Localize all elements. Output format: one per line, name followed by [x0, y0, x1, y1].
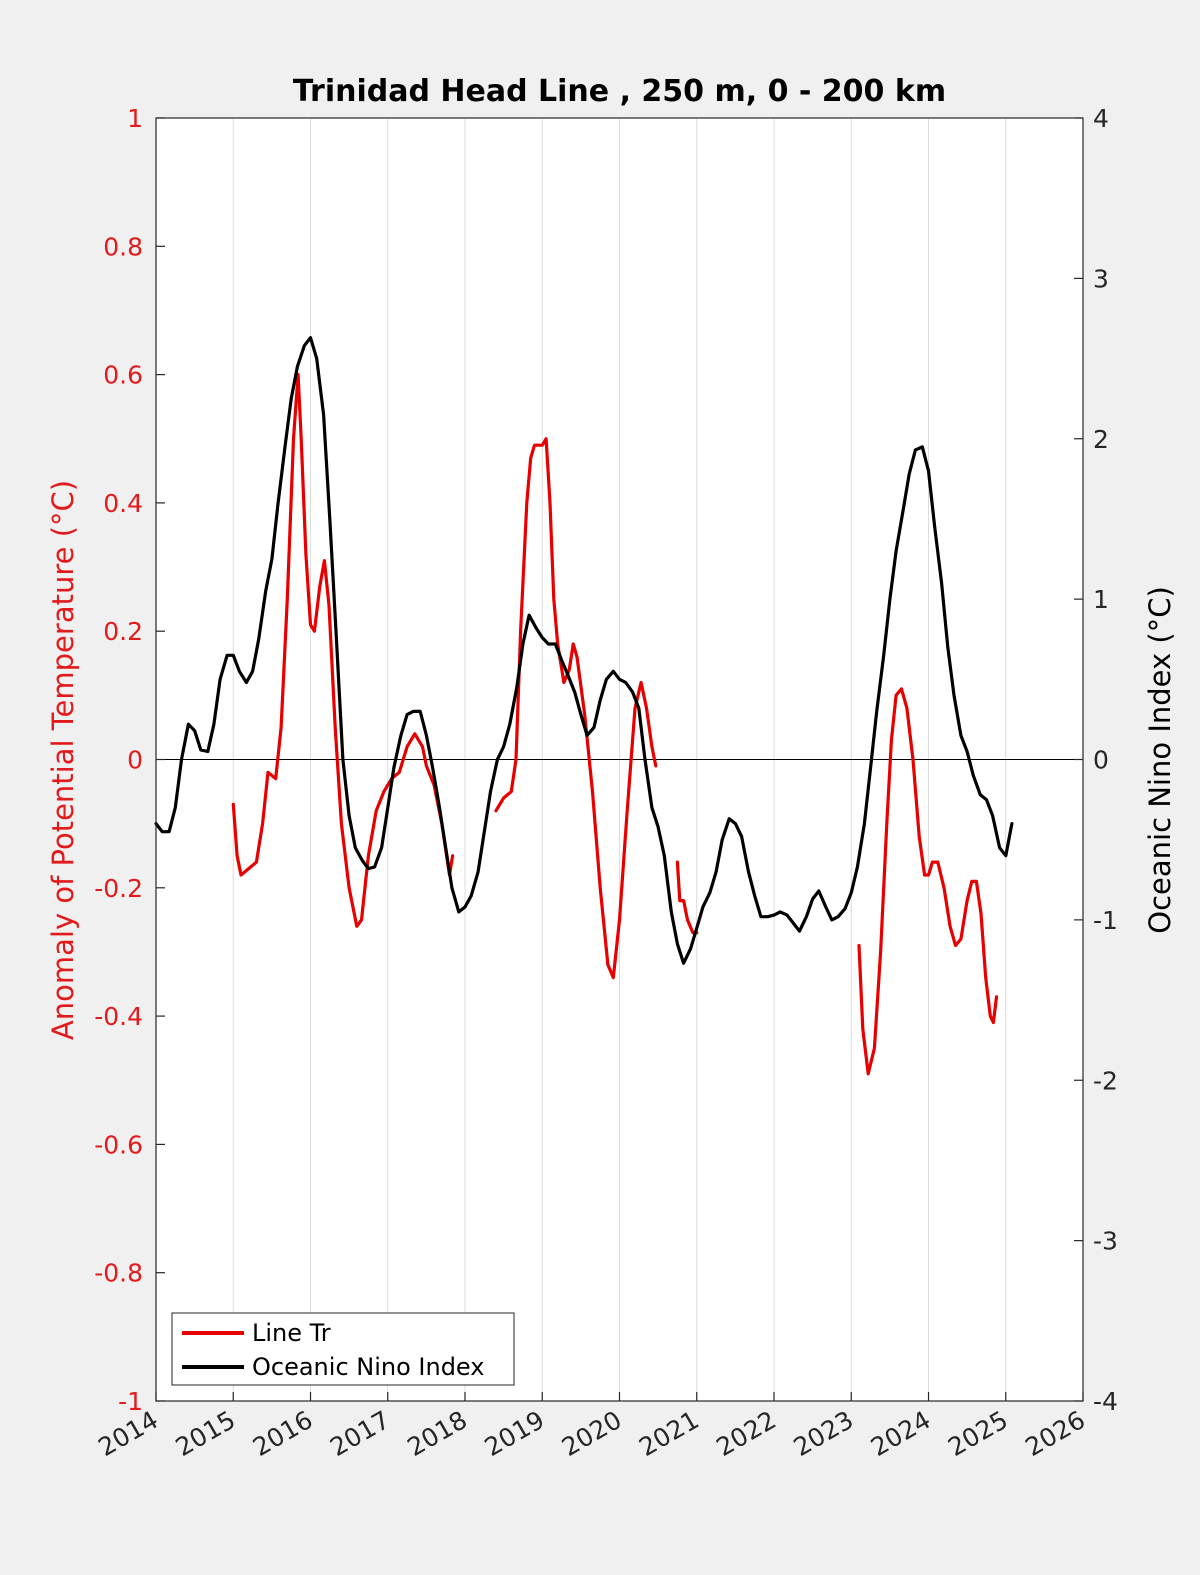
right-y-tick-label: 2 [1093, 425, 1109, 454]
oni-line-segment-0 [154, 336, 1014, 965]
x-tick-label-2018: 2018 [402, 1405, 472, 1462]
line-tr-segment-0 [231, 373, 455, 928]
x-tick-label-2016: 2016 [248, 1405, 318, 1462]
chart-title: Trinidad Head Line , 250 m, 0 - 200 km [293, 74, 946, 109]
x-tick-label-2019: 2019 [480, 1405, 550, 1462]
right-y-tick-label: 1 [1093, 585, 1109, 614]
x-axis: 2014 2015 2016 2017 2018 2019 2020 2021 2022 2023… [93, 1392, 1090, 1462]
right-y-tick-label: -2 [1093, 1066, 1118, 1095]
line-tr-segment-3 [857, 687, 999, 1076]
right-y-tick-label: 4 [1093, 104, 1109, 133]
x-tick-label-2017: 2017 [325, 1405, 395, 1462]
x-tick-label-2022: 2022 [711, 1405, 781, 1462]
x-tick-label-2026: 2026 [1020, 1405, 1090, 1462]
x-tick-label-2015: 2015 [171, 1405, 241, 1462]
left-y-tick-label: -0.8 [94, 1259, 143, 1288]
left-y-tick-label: -1 [118, 1387, 143, 1416]
right-y-axis-label: Oceanic Nino Index (°C) [1143, 586, 1177, 934]
legend: Line Tr Oceanic Nino Index [171, 1312, 515, 1386]
left-y-tick-label: -0.6 [94, 1130, 143, 1159]
left-y-tick-label: -0.4 [94, 1002, 143, 1031]
left-y-tick-label: -0.2 [94, 874, 143, 903]
series-layer [154, 336, 1014, 1076]
left-y-tick-label: 1 [127, 104, 143, 133]
left-y-tick-label: 0.6 [103, 361, 143, 390]
x-tick-label-2020: 2020 [557, 1405, 627, 1462]
right-y-tick-label: -4 [1093, 1387, 1118, 1416]
line-tr-segment-1 [494, 437, 658, 980]
line-tr-segment-2 [675, 860, 699, 935]
right-y-tick-label: -3 [1093, 1227, 1118, 1256]
left-y-tick-label: 0.2 [103, 617, 143, 646]
x-tick-label-2025: 2025 [943, 1405, 1013, 1462]
x-tick-label-2021: 2021 [634, 1405, 704, 1462]
right-y-tick-label: -1 [1093, 906, 1118, 935]
x-tick-label-2024: 2024 [866, 1405, 936, 1462]
left-y-axis: 1 0.8 0.6 0.4 0.2 0 -0.2 -0.4 -0.6 -0.8 -1 [94, 104, 165, 1416]
right-y-tick-label: 3 [1093, 264, 1109, 293]
legend-label-oni: Oceanic Nino Index [252, 1353, 484, 1381]
legend-label-line-tr: Line Tr [252, 1319, 331, 1347]
right-y-axis: 4 3 2 1 0 -1 -2 -3 -4 [1074, 104, 1118, 1416]
x-tick-label-2023: 2023 [789, 1405, 859, 1462]
right-y-tick-label: 0 [1093, 746, 1109, 775]
left-y-tick-label: 0.4 [103, 489, 143, 518]
left-y-axis-label: Anomaly of Potential Temperature (°C) [46, 480, 80, 1040]
left-y-tick-label: 0.8 [103, 232, 143, 261]
left-y-tick-label: 0 [127, 746, 143, 775]
legend-box [171, 1312, 515, 1386]
